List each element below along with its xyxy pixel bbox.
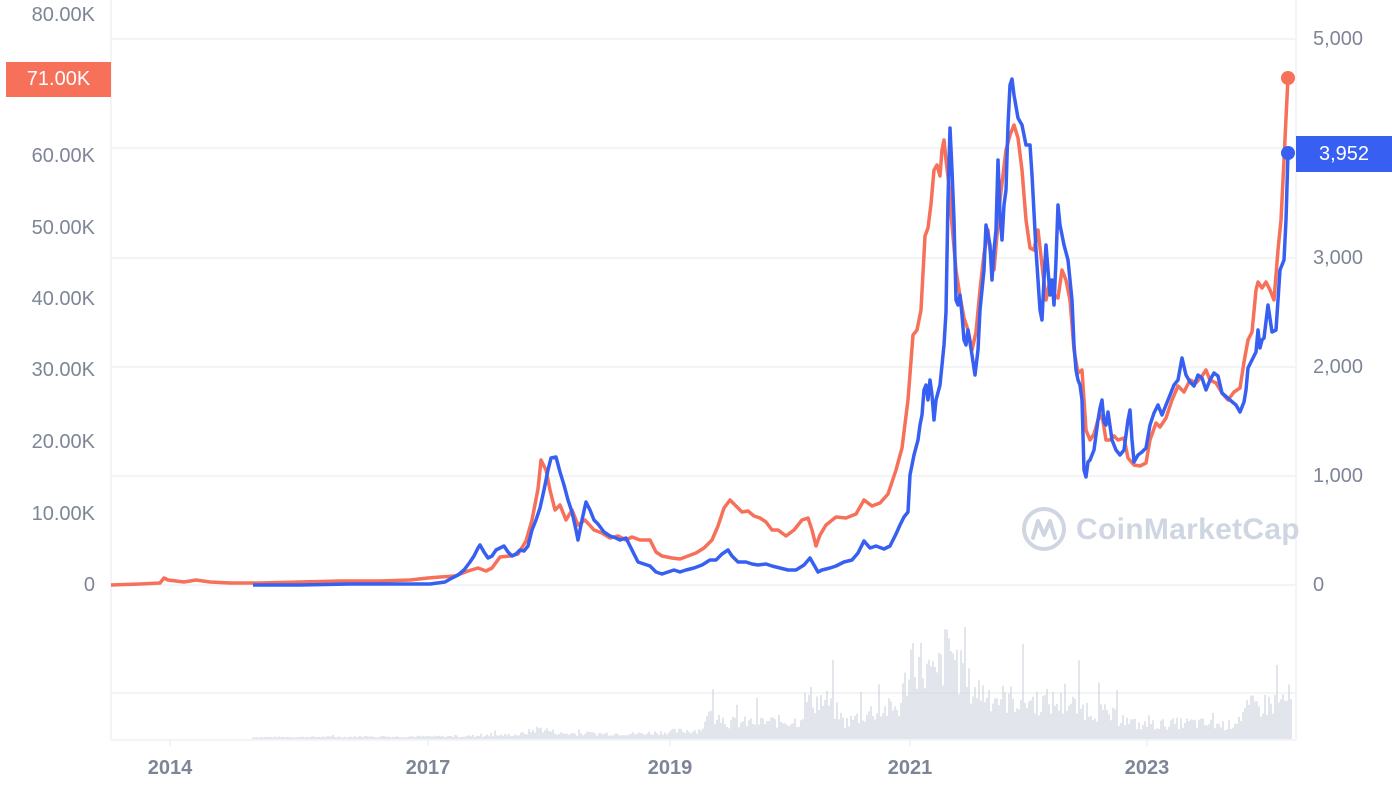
left-axis-label: 10.00K xyxy=(31,503,95,525)
left-axis-label: 50.00K xyxy=(31,217,95,239)
watermark-text: CoinMarketCap xyxy=(1076,513,1300,546)
x-axis-label: 2014 xyxy=(147,757,193,779)
right-axis-label: 2,000 xyxy=(1313,356,1364,378)
volume-bars xyxy=(252,627,1292,739)
orange-current-point[interactable] xyxy=(1281,71,1295,85)
right-axis-label: 1,000 xyxy=(1313,465,1364,487)
x-axis-label: 2023 xyxy=(1124,757,1170,779)
left-axis-label: 80.00K xyxy=(31,4,95,26)
left-axis-label: 40.00K xyxy=(31,288,95,310)
left-current-value-badge: 71.00K xyxy=(6,62,111,97)
x-axis-label: 2021 xyxy=(887,757,933,779)
left-axis-label: 60.00K xyxy=(31,145,95,167)
coinmarketcap-logo-icon xyxy=(1022,507,1066,551)
blue-current-point[interactable] xyxy=(1281,146,1295,160)
watermark: CoinMarketCap xyxy=(1076,505,1300,555)
right-axis-label: 0 xyxy=(1313,574,1325,596)
grid-lines xyxy=(111,38,1296,694)
right-axis-label: 3,000 xyxy=(1313,247,1364,269)
right-axis-label: 5,000 xyxy=(1313,28,1364,50)
x-axis-label: 2019 xyxy=(647,757,693,779)
orange-price-line[interactable] xyxy=(110,77,1290,587)
left-axis-label: 30.00K xyxy=(31,359,95,381)
x-ticks xyxy=(169,740,1148,746)
left-axis-label: 0 xyxy=(83,574,95,596)
blue-price-line[interactable] xyxy=(253,77,1290,587)
x-axis-label: 2017 xyxy=(405,757,451,779)
right-current-value-badge: 3,952 xyxy=(1296,136,1392,172)
left-axis-label: 20.00K xyxy=(31,431,95,453)
